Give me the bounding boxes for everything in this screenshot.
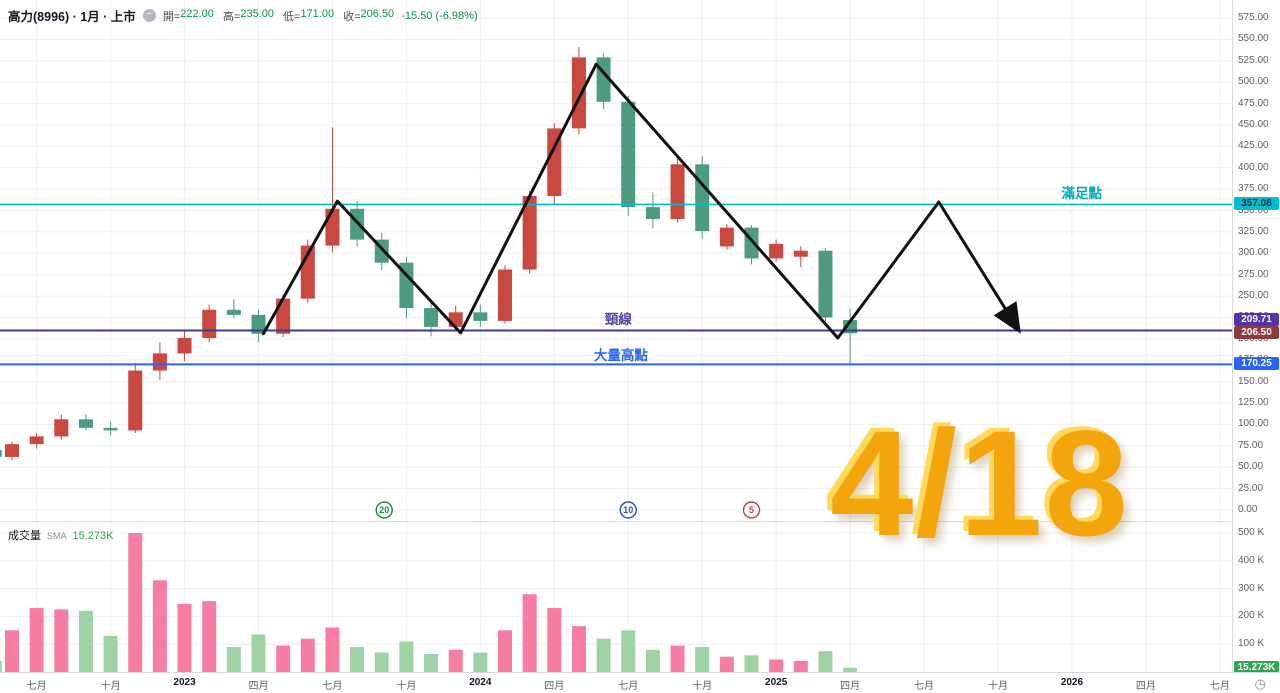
- ohlc-readout: 開= 222.00 高= 235.00 低= 171.00 收= 206.50: [163, 8, 394, 24]
- price-tick: 300.00: [1238, 247, 1269, 259]
- time-tick: 十月: [396, 681, 417, 692]
- price-tick: 0.00: [1238, 504, 1258, 515]
- price-tick: 550.00: [1238, 33, 1269, 45]
- svg-text:10: 10: [623, 505, 633, 515]
- time-tick: 七月: [26, 681, 47, 692]
- price-tick: 75.00: [1238, 439, 1264, 451]
- volume-sma-label: SMA: [47, 531, 67, 541]
- volume-tick: 100 K: [1238, 638, 1265, 650]
- price-axis-badge: 209.71: [1234, 313, 1279, 327]
- time-tick: 2023: [173, 677, 196, 688]
- price-tick: 325.00: [1238, 225, 1269, 237]
- time-tick: 四月: [544, 681, 565, 692]
- annotation-big-date[interactable]: 4/18: [830, 399, 1130, 567]
- time-tick: 十月: [988, 681, 1008, 692]
- price-tick: 400.00: [1238, 161, 1269, 173]
- volume-tick: 400 K: [1238, 554, 1265, 566]
- volume-tick: 200 K: [1238, 610, 1265, 622]
- time-tick: 七月: [618, 681, 639, 692]
- volume-legend: 成交量 SMA 15.273K: [8, 527, 114, 543]
- volume-tick: 500 K: [1238, 527, 1265, 538]
- time-tick: 七月: [322, 681, 343, 692]
- time-tick: 十月: [100, 681, 121, 692]
- symbol-header: 高力(8996) · 1月 · 上市 − 開= 222.00 高= 235.00 低= 1…: [8, 6, 478, 25]
- ohlc-item: 低= 171.00: [283, 7, 335, 23]
- time-tick: 四月: [840, 681, 861, 692]
- price-tick: 25.00: [1238, 482, 1264, 494]
- svg-text:20: 20: [379, 505, 389, 515]
- time-tick: 2025: [765, 677, 788, 688]
- price-tick: 275.00: [1238, 268, 1269, 280]
- drawing-overlays: 滿足點頸線大量高點: [593, 185, 1103, 364]
- price-change: -15.50 (-6.98%): [401, 9, 478, 22]
- volume-sma-value: 15.273K: [72, 530, 114, 542]
- timezone-clock-icon[interactable]: ◷: [1254, 676, 1266, 691]
- price-tick: 500.00: [1238, 76, 1269, 88]
- price-axis[interactable]: 575.00 550.00 525.00 500.00 475.00 450.00 425.…: [1232, 0, 1280, 677]
- legend-more-icon[interactable]: −: [142, 9, 156, 22]
- time-tick: 四月: [248, 681, 269, 692]
- price-tick: 525.00: [1238, 54, 1269, 66]
- time-tick: 七月: [1209, 681, 1230, 692]
- price-axis-badge: 206.50: [1234, 326, 1279, 340]
- time-tick: 2026: [1060, 677, 1084, 688]
- level-label[interactable]: 頸線: [604, 312, 632, 328]
- price-tick: 475.00: [1238, 97, 1269, 109]
- volume-axis-badge: 15.273K: [1234, 660, 1279, 674]
- price-axis-badge: 170.25: [1234, 357, 1279, 371]
- price-tick: 50.00: [1238, 461, 1264, 473]
- time-tick: 十月: [692, 681, 713, 692]
- price-tick: 125.00: [1238, 397, 1269, 409]
- volume-tick: 300 K: [1238, 582, 1265, 594]
- ohlc-item: 開= 222.00: [162, 7, 214, 23]
- price-tick: 150.00: [1238, 375, 1269, 387]
- ohlc-item: 收= 206.50: [343, 7, 395, 23]
- symbol-title[interactable]: 高力(8996) · 1月 · 上市: [8, 10, 136, 24]
- volume-title[interactable]: 成交量: [8, 530, 41, 542]
- price-tick: 100.00: [1238, 418, 1269, 430]
- price-tick: 575.00: [1238, 12, 1269, 23]
- price-tick: 350.00: [1238, 204, 1269, 216]
- price-tick: 375.00: [1238, 183, 1269, 195]
- level-label[interactable]: 大量高點: [593, 348, 648, 364]
- time-tick: 四月: [1135, 681, 1156, 692]
- time-tick: 2024: [469, 677, 492, 688]
- time-tick: 七月: [914, 681, 935, 692]
- price-tick: 250.00: [1238, 290, 1269, 302]
- time-axis[interactable]: ◷ 七月 十月 2023 四月 七月 十月 2024 四月 七月 十月 2025 四月 七月 十月 2026…: [0, 672, 1280, 693]
- ohlc-item: 高= 235.00: [222, 7, 274, 23]
- svg-text:5: 5: [749, 505, 754, 515]
- price-tick: 425.00: [1238, 140, 1269, 152]
- chart-canvas[interactable]: 20 10 5: [0, 0, 1280, 672]
- price-axis-badge: 357.08: [1234, 197, 1279, 211]
- price-tick: 450.00: [1238, 118, 1269, 130]
- level-label[interactable]: 滿足點: [1061, 185, 1103, 201]
